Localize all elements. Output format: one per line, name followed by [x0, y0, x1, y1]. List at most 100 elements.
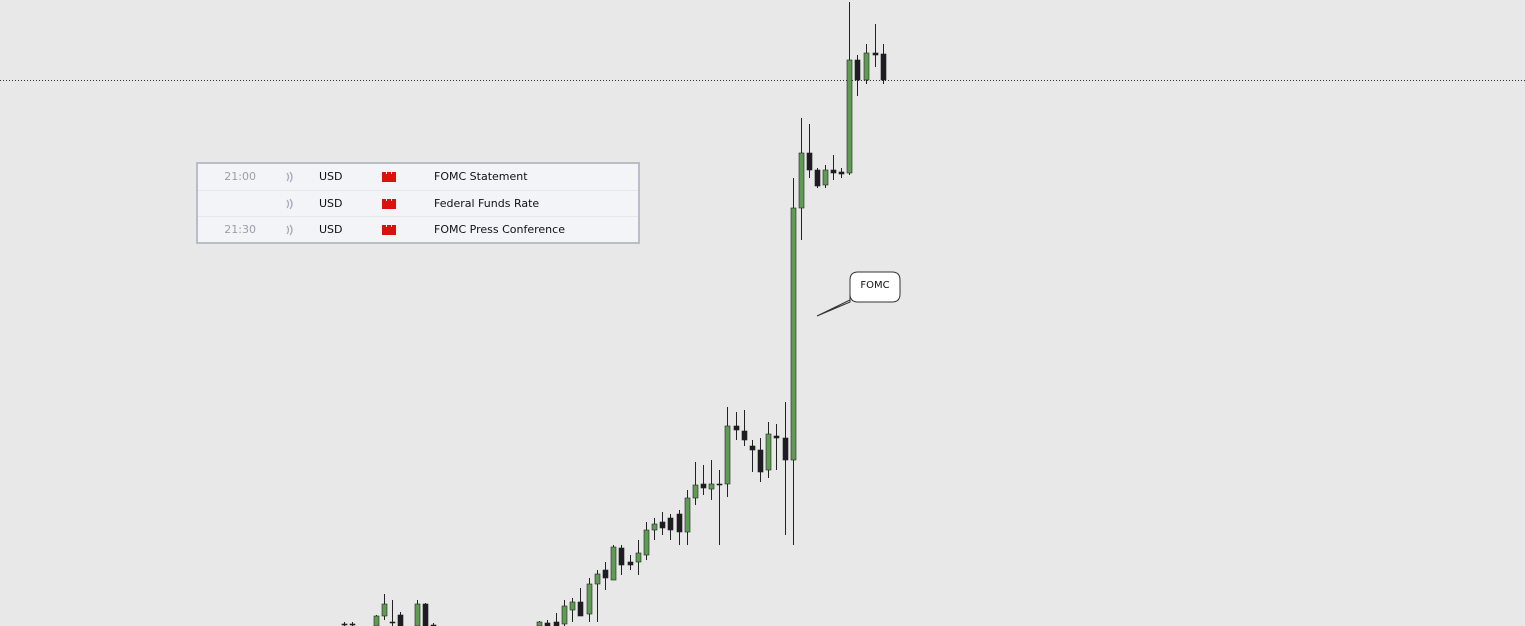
candle-body [586, 583, 593, 615]
sound-icon [286, 224, 293, 236]
candle-body [561, 605, 568, 625]
candle-body [635, 552, 642, 563]
candle-body [765, 433, 772, 471]
candle-body [854, 59, 861, 81]
candle [798, 118, 805, 240]
candle-body [773, 435, 780, 439]
currency: USD [319, 170, 343, 183]
candle [643, 522, 650, 560]
candle [830, 155, 837, 180]
calendar-row: 21:00 USD FOMC Statement [198, 164, 638, 190]
candle [773, 424, 780, 470]
candle [822, 165, 829, 188]
candle [765, 422, 772, 478]
candle [602, 562, 609, 590]
sound-icon [286, 198, 293, 210]
calendar-row: 21:30 USD FOMC Press Conference [198, 216, 638, 243]
event-name: Federal Funds Rate [434, 197, 540, 210]
impact-icon [382, 172, 396, 182]
candle [544, 620, 551, 626]
candle-body [798, 152, 805, 209]
candle-body [676, 513, 683, 533]
currency: USD [319, 223, 343, 236]
economic-calendar: 21:00 USD FOMC Statement USD Federal Funds R… [196, 162, 640, 244]
candle [373, 615, 380, 626]
candle-body [627, 561, 634, 566]
candle-body [814, 169, 821, 187]
candle [586, 578, 593, 622]
candle [381, 594, 388, 620]
candle-body [610, 546, 617, 581]
candle-body [872, 52, 879, 56]
candle [700, 465, 707, 495]
currency: USD [319, 197, 343, 210]
candle-body [733, 425, 740, 431]
event-time: 21:30 [224, 223, 256, 236]
candle [724, 407, 731, 497]
candle-body [536, 621, 543, 626]
candle [651, 518, 658, 540]
candle-body [659, 521, 666, 529]
candle-body [830, 169, 837, 174]
candle [659, 512, 666, 535]
candle-body [569, 601, 576, 611]
candle [618, 545, 625, 575]
candle [667, 514, 674, 540]
candle [757, 438, 764, 482]
candle [561, 600, 568, 626]
impact-icon [382, 199, 396, 209]
annotation-label: FOMC [860, 280, 890, 291]
candle [716, 470, 723, 545]
candle-body [741, 430, 748, 441]
candle [422, 603, 429, 626]
candle [846, 2, 853, 175]
sound-icon [286, 171, 293, 183]
candle [708, 460, 715, 500]
candle-body [594, 573, 601, 585]
candle-body [651, 523, 658, 531]
candle [569, 598, 576, 622]
candle-body [846, 59, 853, 174]
candle-body [708, 483, 715, 490]
candle-body [414, 603, 421, 626]
candle-body [724, 425, 731, 485]
candle [863, 44, 870, 84]
impact-icon [382, 225, 396, 235]
candle [577, 588, 584, 617]
candle [349, 622, 356, 626]
candle [880, 44, 887, 84]
candle-body [880, 53, 887, 81]
candle [854, 55, 861, 96]
candle [397, 612, 404, 626]
event-time: 21:00 [224, 170, 256, 183]
candle-body [692, 484, 699, 499]
candle-body [749, 445, 756, 451]
candle [610, 545, 617, 581]
candle-body [373, 615, 380, 626]
candle-body [790, 207, 797, 461]
candle [414, 600, 421, 626]
candle-body [618, 547, 625, 566]
candle-body [341, 623, 348, 626]
candle-body [838, 171, 845, 175]
candle [676, 510, 683, 545]
candle-body [422, 603, 429, 626]
candle [814, 168, 821, 188]
candle-body [602, 569, 609, 579]
candle [536, 621, 543, 626]
candle-body [643, 529, 650, 556]
candle [692, 462, 699, 505]
candle [635, 540, 642, 575]
candle-body [389, 621, 396, 624]
candle [806, 124, 813, 178]
candle [627, 555, 634, 570]
candle [594, 570, 601, 622]
candle-body [553, 621, 560, 626]
candle [838, 168, 845, 178]
candle [733, 412, 740, 440]
candle-body [806, 152, 813, 171]
candle [553, 613, 560, 626]
candle-body [381, 603, 388, 617]
calendar-row: USD Federal Funds Rate [198, 190, 638, 217]
